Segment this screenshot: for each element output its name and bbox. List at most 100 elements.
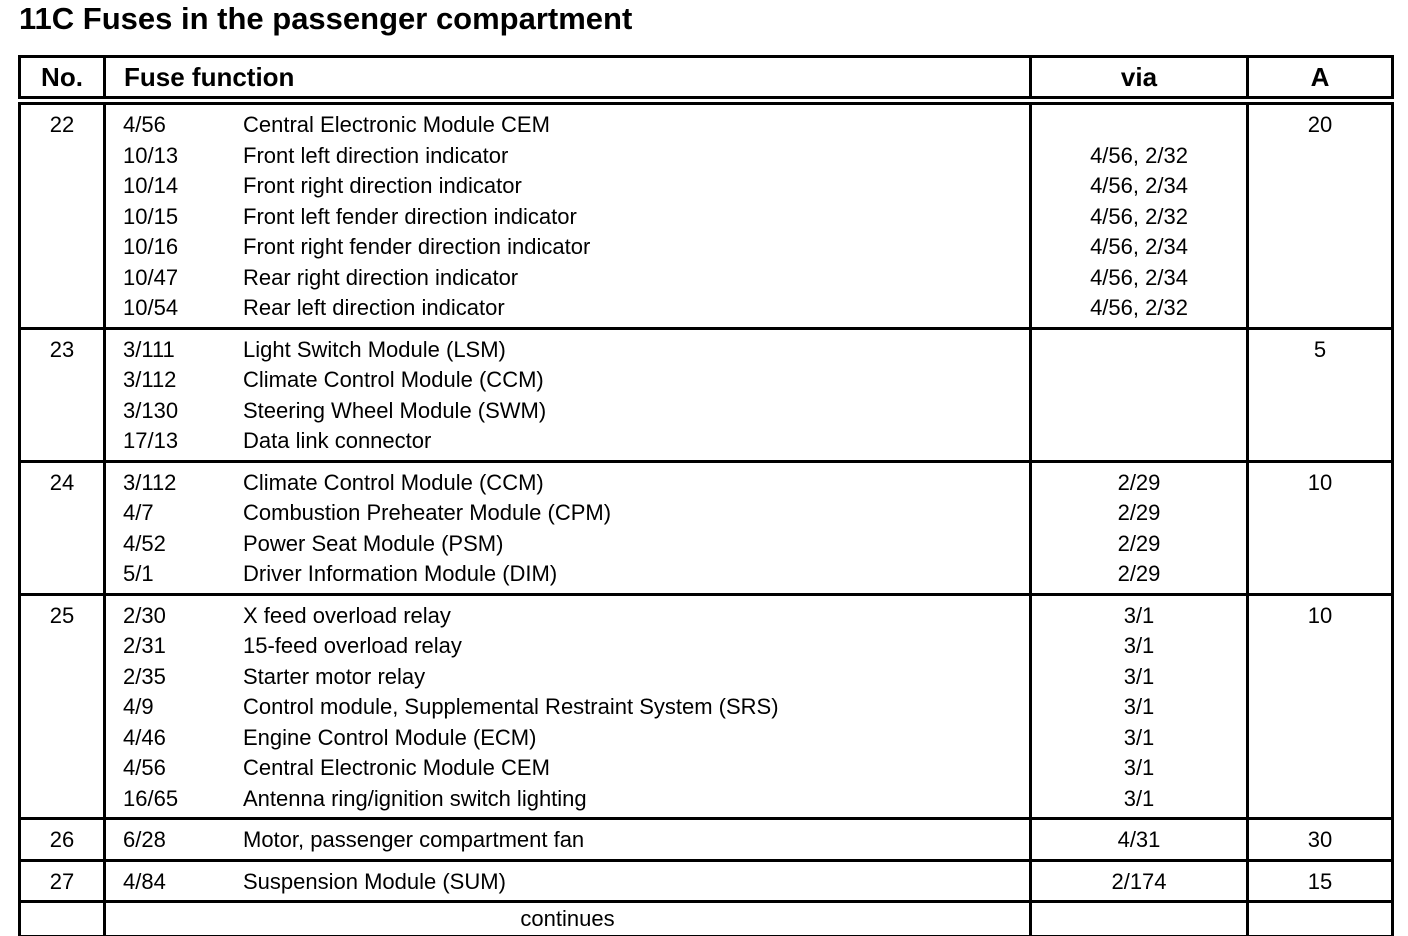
column-header-amperage: A: [1246, 55, 1394, 105]
amperage-value: 10: [1307, 602, 1333, 628]
component-description: Central Electronic Module CEM: [243, 755, 550, 780]
function-line: 3/130 Steering Wheel Module (SWM): [123, 396, 1029, 427]
function-line: 10/16 Front right fender direction indica…: [123, 232, 1029, 263]
component-code: 3/111: [123, 336, 175, 362]
via-value: [1032, 365, 1246, 396]
via-value: 3/1: [1123, 755, 1155, 780]
component-code: 10/16: [123, 234, 179, 259]
function-line: 10/13 Front left direction indicator: [123, 141, 1029, 172]
function-line: 10/54 Rear left direction indicator: [123, 293, 1029, 324]
via-value: 2/29: [1117, 530, 1161, 556]
table-row: 26 6/28 Motor, passenger compartment fan …: [18, 817, 1394, 862]
amperage-cell: 10: [1246, 459, 1394, 596]
fuse-number-cell: 25: [18, 592, 106, 820]
function-line: 10/47 Rear right direction indicator: [123, 263, 1029, 294]
amperage-value: 15: [1307, 868, 1333, 894]
function-line: 2/35 Starter motor relay: [123, 662, 1029, 693]
via-value: 3/1: [1123, 694, 1155, 719]
via-value: [1032, 335, 1246, 366]
via-cell: 2/174: [1029, 858, 1249, 903]
via-value: 2/174: [1111, 868, 1167, 894]
component-description: 15-feed overload relay: [243, 633, 462, 658]
via-value: [1032, 426, 1246, 457]
amperage-value: 20: [1307, 112, 1333, 137]
component-description: Engine Control Module (ECM): [243, 724, 537, 750]
fuse-number-cell: 24: [18, 459, 106, 596]
table-row: 23 3/111 Light Switch Module (LSM) 3/112 Cl…: [18, 326, 1394, 463]
component-code: 4/56: [123, 755, 166, 780]
component-code: 3/112: [123, 367, 177, 392]
function-line: 4/84 Suspension Module (SUM): [123, 867, 1029, 898]
via-value: 3/1: [1123, 663, 1155, 689]
fuse-table-body: 22 4/56 Central Electronic Module CEM 10/1…: [18, 99, 1394, 903]
component-code: 6/28: [123, 827, 166, 852]
via-value: 3/1: [1123, 785, 1155, 811]
fuse-number: 23: [49, 336, 75, 362]
component-code: 4/56: [123, 112, 166, 137]
component-code: 4/9: [123, 694, 154, 719]
component-code: 2/31: [123, 633, 166, 658]
page-title: 11C Fuses in the passenger compartment: [19, 1, 633, 36]
component-code: 4/46: [123, 724, 166, 750]
footer-row: continues: [18, 900, 1394, 936]
table-row: 25 2/30 X feed overload relay 2/31 15-feed …: [18, 592, 1394, 820]
via-cell: 4/31: [1029, 817, 1249, 862]
component-description: Rear left direction indicator: [243, 295, 505, 320]
footer-empty-amp-cell: [1246, 900, 1394, 936]
function-line: 4/9 Control module, Supplemental Restrain…: [123, 692, 1029, 723]
column-header-no: No.: [18, 55, 106, 105]
via-value: [1032, 110, 1246, 141]
fuse-number: 26: [49, 827, 75, 852]
function-line: 2/31 15-feed overload relay: [123, 631, 1029, 662]
fuse-number-cell: 23: [18, 326, 106, 463]
component-code: 10/47: [123, 264, 179, 290]
component-description: Driver Information Module (DIM): [243, 561, 558, 586]
function-line: 3/112 Climate Control Module (CCM): [123, 468, 1029, 499]
function-line: 5/1 Driver Information Module (DIM): [123, 559, 1029, 590]
via-value: 4/31: [1117, 827, 1161, 852]
function-line: 4/52 Power Seat Module (PSM): [123, 529, 1029, 560]
via-value: 2/29: [1117, 500, 1161, 525]
fuse-number: 24: [49, 469, 75, 495]
function-line: 4/56 Central Electronic Module CEM: [123, 753, 1029, 784]
function-line: 10/15 Front left fender direction indicat…: [123, 202, 1029, 233]
column-header-via: via: [1029, 55, 1249, 105]
fuse-function-cell: 3/111 Light Switch Module (LSM) 3/112 Clima…: [103, 326, 1032, 463]
function-line: 3/111 Light Switch Module (LSM): [123, 335, 1029, 366]
component-description: Motor, passenger compartment fan: [243, 827, 585, 852]
via-cell: [1029, 326, 1249, 463]
header-row: No. Fuse function via A: [18, 55, 1394, 105]
fuse-table: No. Fuse function via A 22 4/56 Central E…: [18, 55, 1394, 936]
amperage-cell: 20: [1246, 99, 1394, 330]
via-cell: 2/29 2/29 2/29 2/29: [1029, 459, 1249, 596]
component-description: Front left direction indicator: [243, 142, 509, 168]
component-code: 10/54: [123, 295, 179, 320]
function-line: 10/14 Front right direction indicator: [123, 171, 1029, 202]
via-value: [1032, 396, 1246, 427]
via-value: 4/56, 2/34: [1090, 173, 1188, 198]
fuse-number: 25: [49, 602, 75, 628]
amperage-cell: 5: [1246, 326, 1394, 463]
component-description: Front right direction indicator: [243, 173, 522, 198]
via-value: 4/56, 2/32: [1090, 295, 1188, 320]
function-line: 4/7 Combustion Preheater Module (CPM): [123, 498, 1029, 529]
component-code: 3/112: [123, 469, 177, 495]
function-line: 4/56 Central Electronic Module CEM: [123, 110, 1029, 141]
function-line: 6/28 Motor, passenger compartment fan: [123, 825, 1029, 856]
component-description: Rear right direction indicator: [243, 264, 519, 290]
via-value: 4/56, 2/32: [1090, 203, 1188, 229]
component-code: 2/30: [123, 602, 166, 628]
fuse-number-cell: 22: [18, 99, 106, 330]
table-row: 22 4/56 Central Electronic Module CEM 10/1…: [18, 99, 1394, 330]
fuse-number-cell: 26: [18, 817, 106, 862]
via-value: 4/56, 2/32: [1090, 142, 1188, 168]
component-code: 10/15: [123, 203, 179, 229]
component-description: Suspension Module (SUM): [243, 868, 506, 894]
table-row: 24 3/112 Climate Control Module (CCM) 4/7 C…: [18, 459, 1394, 596]
via-value: 4/56, 2/34: [1090, 264, 1188, 290]
fuse-function-cell: 6/28 Motor, passenger compartment fan: [103, 817, 1032, 862]
footer-empty-no-cell: [18, 900, 106, 936]
component-description: Power Seat Module (PSM): [243, 530, 504, 556]
fuse-function-cell: 4/84 Suspension Module (SUM): [103, 858, 1032, 903]
